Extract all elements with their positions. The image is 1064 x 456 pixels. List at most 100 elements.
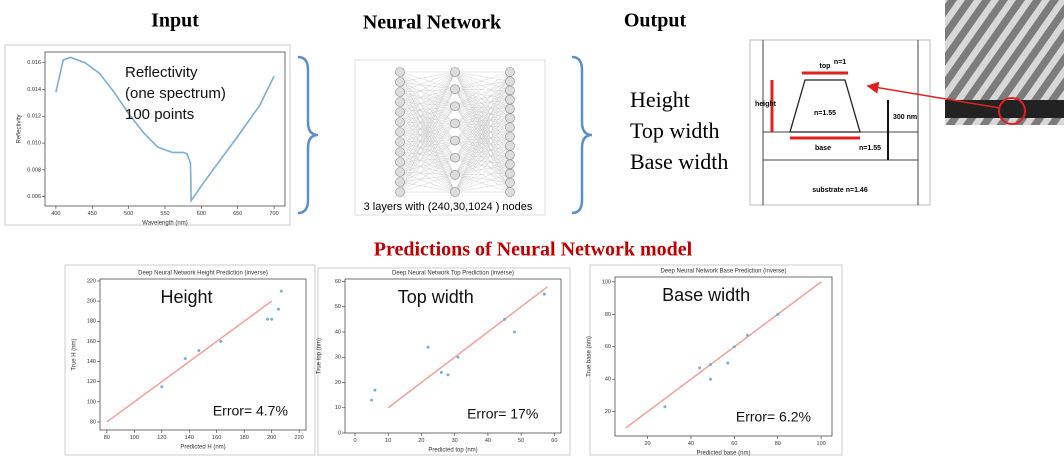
y-tick-label: 0.014 xyxy=(27,87,41,93)
chart-label: Base width xyxy=(662,285,750,305)
node xyxy=(396,108,405,117)
x-tick-label: 40 xyxy=(485,438,491,444)
y-tick-label: 0.016 xyxy=(27,60,41,66)
structure-diagram: n=1 top height n=1.55 base n=1.55 300 nm… xyxy=(750,40,930,205)
x-tick-label: 450 xyxy=(88,211,97,217)
x-axis-label: Predicted base (nm) xyxy=(696,450,750,456)
point xyxy=(709,378,712,381)
x-tick-label: 40 xyxy=(688,441,694,447)
node xyxy=(451,85,460,94)
y-tick-label: 80 xyxy=(90,419,96,425)
node xyxy=(506,68,515,77)
annotation: (one spectrum) xyxy=(125,85,226,102)
x-tick-label: 60 xyxy=(551,438,557,444)
x-tick-label: 10 xyxy=(385,438,391,444)
annotation: 100 points xyxy=(125,106,194,123)
y-tick-label: 0.010 xyxy=(27,141,41,147)
point xyxy=(513,331,516,334)
diagram-label: 300 nm xyxy=(893,114,917,121)
y-axis-label: True H (nm) xyxy=(71,338,77,370)
x-tick-label: 60 xyxy=(731,441,737,447)
y-tick-label: 20 xyxy=(335,380,341,386)
node xyxy=(506,95,515,104)
y-tick-label: 10 xyxy=(335,405,341,411)
x-axis-label: Wavelength (nm) xyxy=(142,220,187,226)
point xyxy=(184,357,187,360)
y-tick-label: 0.008 xyxy=(27,167,41,173)
point xyxy=(266,318,269,321)
point xyxy=(370,399,373,402)
header-input: Input xyxy=(151,10,199,32)
y-tick-label: 160 xyxy=(87,339,96,345)
y-tick-label: 80 xyxy=(605,312,611,318)
node xyxy=(396,158,405,167)
chart-label: Height xyxy=(161,287,213,307)
y-tick-label: 0.012 xyxy=(27,114,41,120)
y-axis-label: True base (nm) xyxy=(586,336,592,377)
y-tick-label: 180 xyxy=(87,319,96,325)
y-tick-label: 60 xyxy=(335,279,341,285)
node xyxy=(506,86,515,95)
y-axis-label: Reflectivity xyxy=(16,114,22,143)
y-tick-label: 0 xyxy=(338,430,341,436)
x-tick-label: 30 xyxy=(452,438,458,444)
y-tick-label: 0.006 xyxy=(27,194,41,200)
point xyxy=(440,371,443,374)
node xyxy=(506,178,515,187)
y-tick-label: 50 xyxy=(335,304,341,310)
node xyxy=(506,132,515,141)
section-title: Predictions of Neural Network model xyxy=(374,239,693,261)
diagram-label: n=1.55 xyxy=(814,110,836,117)
point xyxy=(427,346,430,349)
node xyxy=(506,123,515,132)
x-tick-label: 20 xyxy=(418,438,424,444)
node xyxy=(396,88,405,97)
x-tick-label: 140 xyxy=(185,435,194,441)
point xyxy=(733,345,736,348)
point xyxy=(277,308,280,311)
chart-title: Deep Neural Network Top Prediction (inve… xyxy=(392,271,514,277)
x-tick-label: 50 xyxy=(518,438,524,444)
x-tick-label: 120 xyxy=(157,435,166,441)
chart-title: Deep Neural Network Height Prediction (i… xyxy=(138,271,268,277)
error-label: Error= 4.7% xyxy=(213,403,288,419)
x-tick-label: 600 xyxy=(197,211,206,217)
y-tick-label: 40 xyxy=(335,329,341,335)
node xyxy=(396,148,405,157)
x-tick-label: 650 xyxy=(233,211,242,217)
point xyxy=(709,363,712,366)
y-tick-label: 60 xyxy=(605,344,611,350)
diagram-label: n=1 xyxy=(834,59,846,66)
header-network: Neural Network xyxy=(363,12,502,34)
chart-label: Top width xyxy=(398,287,474,307)
node xyxy=(396,138,405,147)
header-output: Output xyxy=(624,10,687,32)
x-tick-label: 550 xyxy=(160,211,169,217)
node xyxy=(396,68,405,77)
node xyxy=(506,114,515,123)
y-tick-label: 20 xyxy=(605,409,611,415)
node xyxy=(451,170,460,179)
x-tick-label: 80 xyxy=(104,435,110,441)
annotation: Reflectivity xyxy=(125,64,198,81)
point xyxy=(776,313,779,316)
brace xyxy=(298,57,318,213)
node xyxy=(506,160,515,169)
point xyxy=(543,293,546,296)
point xyxy=(280,290,283,293)
point xyxy=(447,373,450,376)
node xyxy=(506,141,515,150)
y-tick-label: 100 xyxy=(87,399,96,405)
x-tick-label: 200 xyxy=(267,435,276,441)
chart-title: Deep Neural Network Base Prediction (inv… xyxy=(660,269,786,275)
point xyxy=(197,349,200,352)
error-label: Error= 17% xyxy=(467,406,538,422)
node xyxy=(506,151,515,160)
node xyxy=(506,188,515,197)
node xyxy=(451,188,460,197)
x-tick-label: 100 xyxy=(130,435,139,441)
node xyxy=(451,68,460,77)
node xyxy=(396,178,405,187)
slide: Input Neural Network Output 3 layers wit… xyxy=(0,0,1064,456)
point xyxy=(663,405,666,408)
